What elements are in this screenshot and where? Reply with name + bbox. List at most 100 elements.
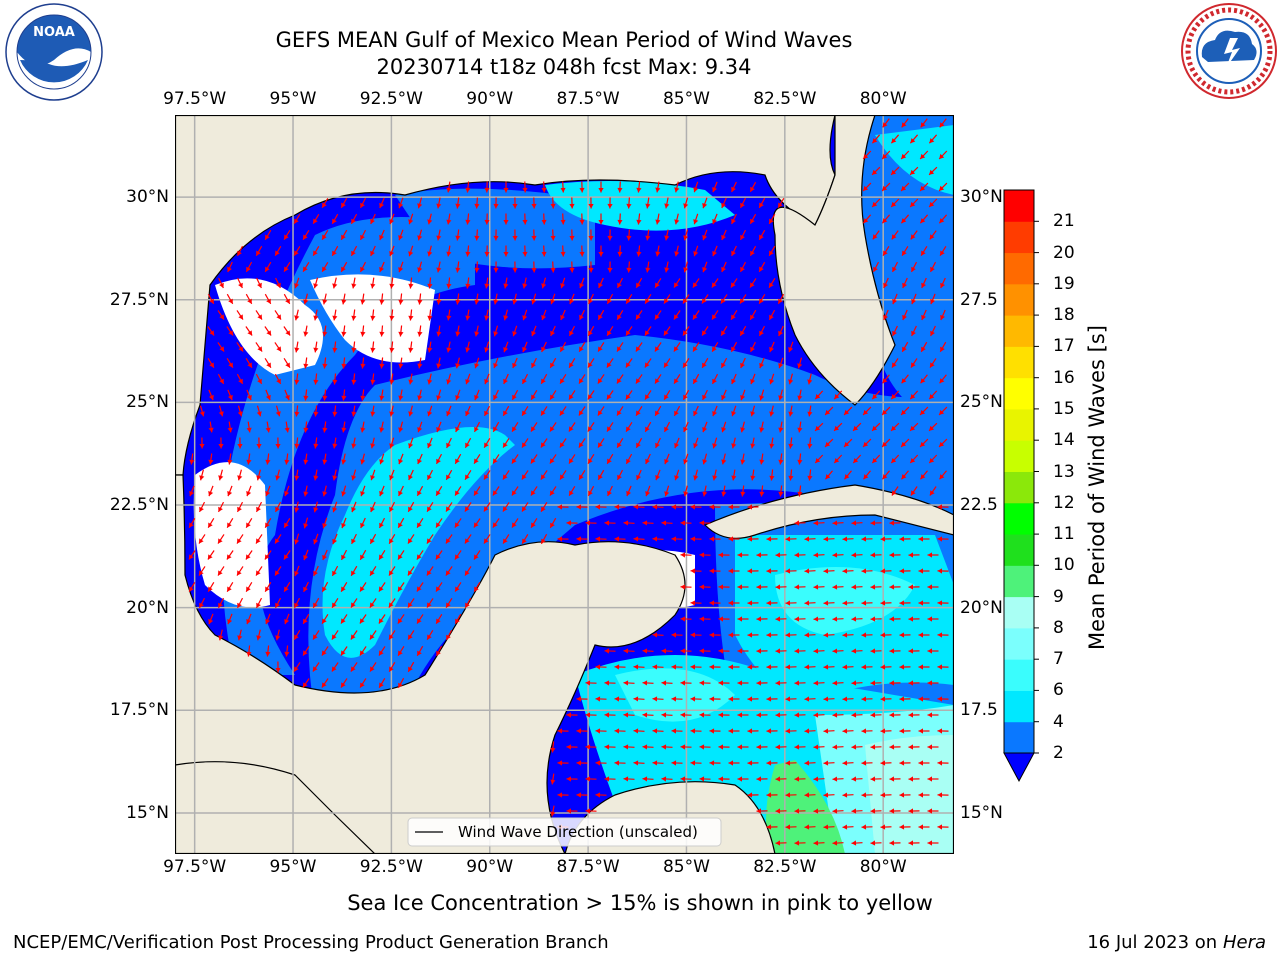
lat-tick-label-right: 15°N	[960, 802, 1003, 823]
wave-direction-arrow	[766, 728, 778, 734]
wave-direction-arrow	[939, 374, 947, 384]
wave-direction-arrow	[351, 373, 357, 385]
wave-direction-arrow	[937, 760, 949, 766]
wave-direction-arrow	[522, 181, 528, 193]
wave-direction-arrow	[862, 406, 872, 416]
wave-direction-arrow	[389, 437, 395, 449]
wave-direction-arrow	[871, 422, 881, 432]
wave-direction-arrow	[606, 422, 614, 432]
wave-direction-arrow	[503, 181, 509, 193]
wave-direction-arrow	[654, 405, 662, 417]
wave-direction-arrow	[892, 325, 898, 337]
wave-direction-arrow	[606, 325, 614, 337]
wave-direction-arrow	[699, 584, 711, 590]
wave-direction-arrow	[379, 421, 385, 433]
wave-direction-arrow	[636, 213, 642, 225]
wave-direction-arrow	[236, 597, 244, 609]
wave-direction-arrow	[587, 485, 595, 497]
wave-direction-arrow	[331, 662, 339, 672]
lon-tick-label-bottom: 97.5°W	[163, 857, 227, 877]
wave-direction-arrow	[426, 469, 434, 481]
wave-direction-arrow	[198, 597, 206, 609]
wave-direction-arrow	[720, 325, 728, 337]
wave-direction-arrow	[255, 342, 263, 352]
wave-direction-arrow	[218, 405, 224, 417]
wave-direction-arrow	[785, 600, 797, 606]
wave-direction-arrow	[455, 293, 461, 305]
lat-tick-label-left: 27.5°N	[109, 289, 169, 310]
wave-direction-arrow	[661, 648, 673, 654]
wave-direction-arrow	[264, 326, 272, 336]
wave-direction-arrow	[370, 469, 376, 481]
wave-direction-arrow	[929, 261, 937, 273]
wave-direction-arrow	[823, 824, 835, 830]
wave-direction-arrow	[540, 470, 548, 480]
wave-direction-arrow	[655, 213, 661, 225]
wave-direction-arrow	[360, 357, 366, 369]
wave-direction-arrow	[350, 245, 358, 257]
wave-direction-arrow	[455, 357, 461, 369]
wave-direction-arrow	[908, 744, 920, 750]
wave-direction-arrow	[614, 664, 626, 670]
wave-direction-arrow	[237, 469, 243, 481]
wave-direction-arrow	[747, 760, 759, 766]
wave-direction-arrow	[871, 134, 881, 144]
wave-direction-arrow	[435, 550, 443, 560]
wave-direction-arrow	[614, 696, 626, 702]
wave-direction-arrow	[749, 181, 757, 193]
wave-direction-arrow	[702, 261, 708, 273]
wave-direction-arrow	[730, 341, 738, 353]
wave-direction-arrow	[569, 293, 575, 305]
wave-direction-arrow	[303, 325, 309, 337]
wave-direction-arrow	[607, 197, 613, 209]
wave-direction-arrow	[642, 520, 654, 526]
wave-direction-arrow	[369, 598, 377, 608]
wave-direction-arrow	[843, 438, 853, 448]
wave-direction-arrow	[794, 520, 806, 526]
wave-direction-arrow	[785, 664, 797, 670]
wave-direction-arrow	[768, 245, 776, 257]
wave-direction-arrow	[227, 613, 233, 625]
wave-direction-arrow	[569, 261, 575, 273]
wave-direction-arrow	[711, 373, 719, 385]
wave-direction-arrow	[359, 549, 367, 561]
wave-direction-arrow	[910, 358, 918, 368]
wave-direction-arrow	[910, 230, 918, 240]
wave-direction-arrow	[813, 616, 825, 622]
wave-direction-arrow	[862, 150, 872, 160]
wave-direction-arrow	[842, 760, 854, 766]
wave-direction-arrow	[492, 421, 500, 433]
wave-direction-arrow	[341, 485, 347, 497]
wave-direction-arrow	[397, 614, 405, 624]
wave-direction-arrow	[785, 728, 797, 734]
wave-direction-arrow	[369, 662, 377, 672]
wave-direction-arrow	[340, 678, 348, 688]
wave-direction-arrow	[920, 245, 928, 257]
wave-direction-arrow	[635, 437, 643, 449]
wave-direction-arrow	[652, 536, 664, 542]
wave-direction-arrow	[778, 389, 784, 401]
wave-direction-arrow	[379, 293, 385, 305]
wave-direction-arrow	[680, 584, 692, 590]
wave-direction-arrow	[702, 229, 708, 241]
noaa-logo: NOAA	[5, 3, 103, 101]
wave-direction-arrow	[930, 325, 936, 337]
wave-direction-arrow	[693, 213, 699, 225]
wave-direction-arrow	[465, 181, 471, 193]
wave-direction-arrow	[369, 630, 377, 640]
wave-direction-arrow	[256, 629, 262, 641]
wave-direction-arrow	[550, 805, 556, 817]
wave-direction-arrow	[680, 776, 692, 782]
wave-direction-arrow	[616, 374, 624, 384]
wave-direction-arrow	[832, 584, 844, 590]
wave-direction-arrow	[340, 261, 348, 273]
wave-direction-arrow	[721, 261, 727, 273]
wave-direction-arrow	[530, 517, 538, 529]
wave-direction-arrow	[568, 485, 576, 497]
wave-direction-arrow	[198, 534, 206, 544]
wave-direction-arrow	[674, 437, 680, 449]
wave-direction-arrow	[341, 293, 347, 305]
wave-direction-arrow	[623, 776, 635, 782]
wave-direction-arrow	[227, 485, 233, 497]
wave-direction-arrow	[389, 341, 395, 353]
